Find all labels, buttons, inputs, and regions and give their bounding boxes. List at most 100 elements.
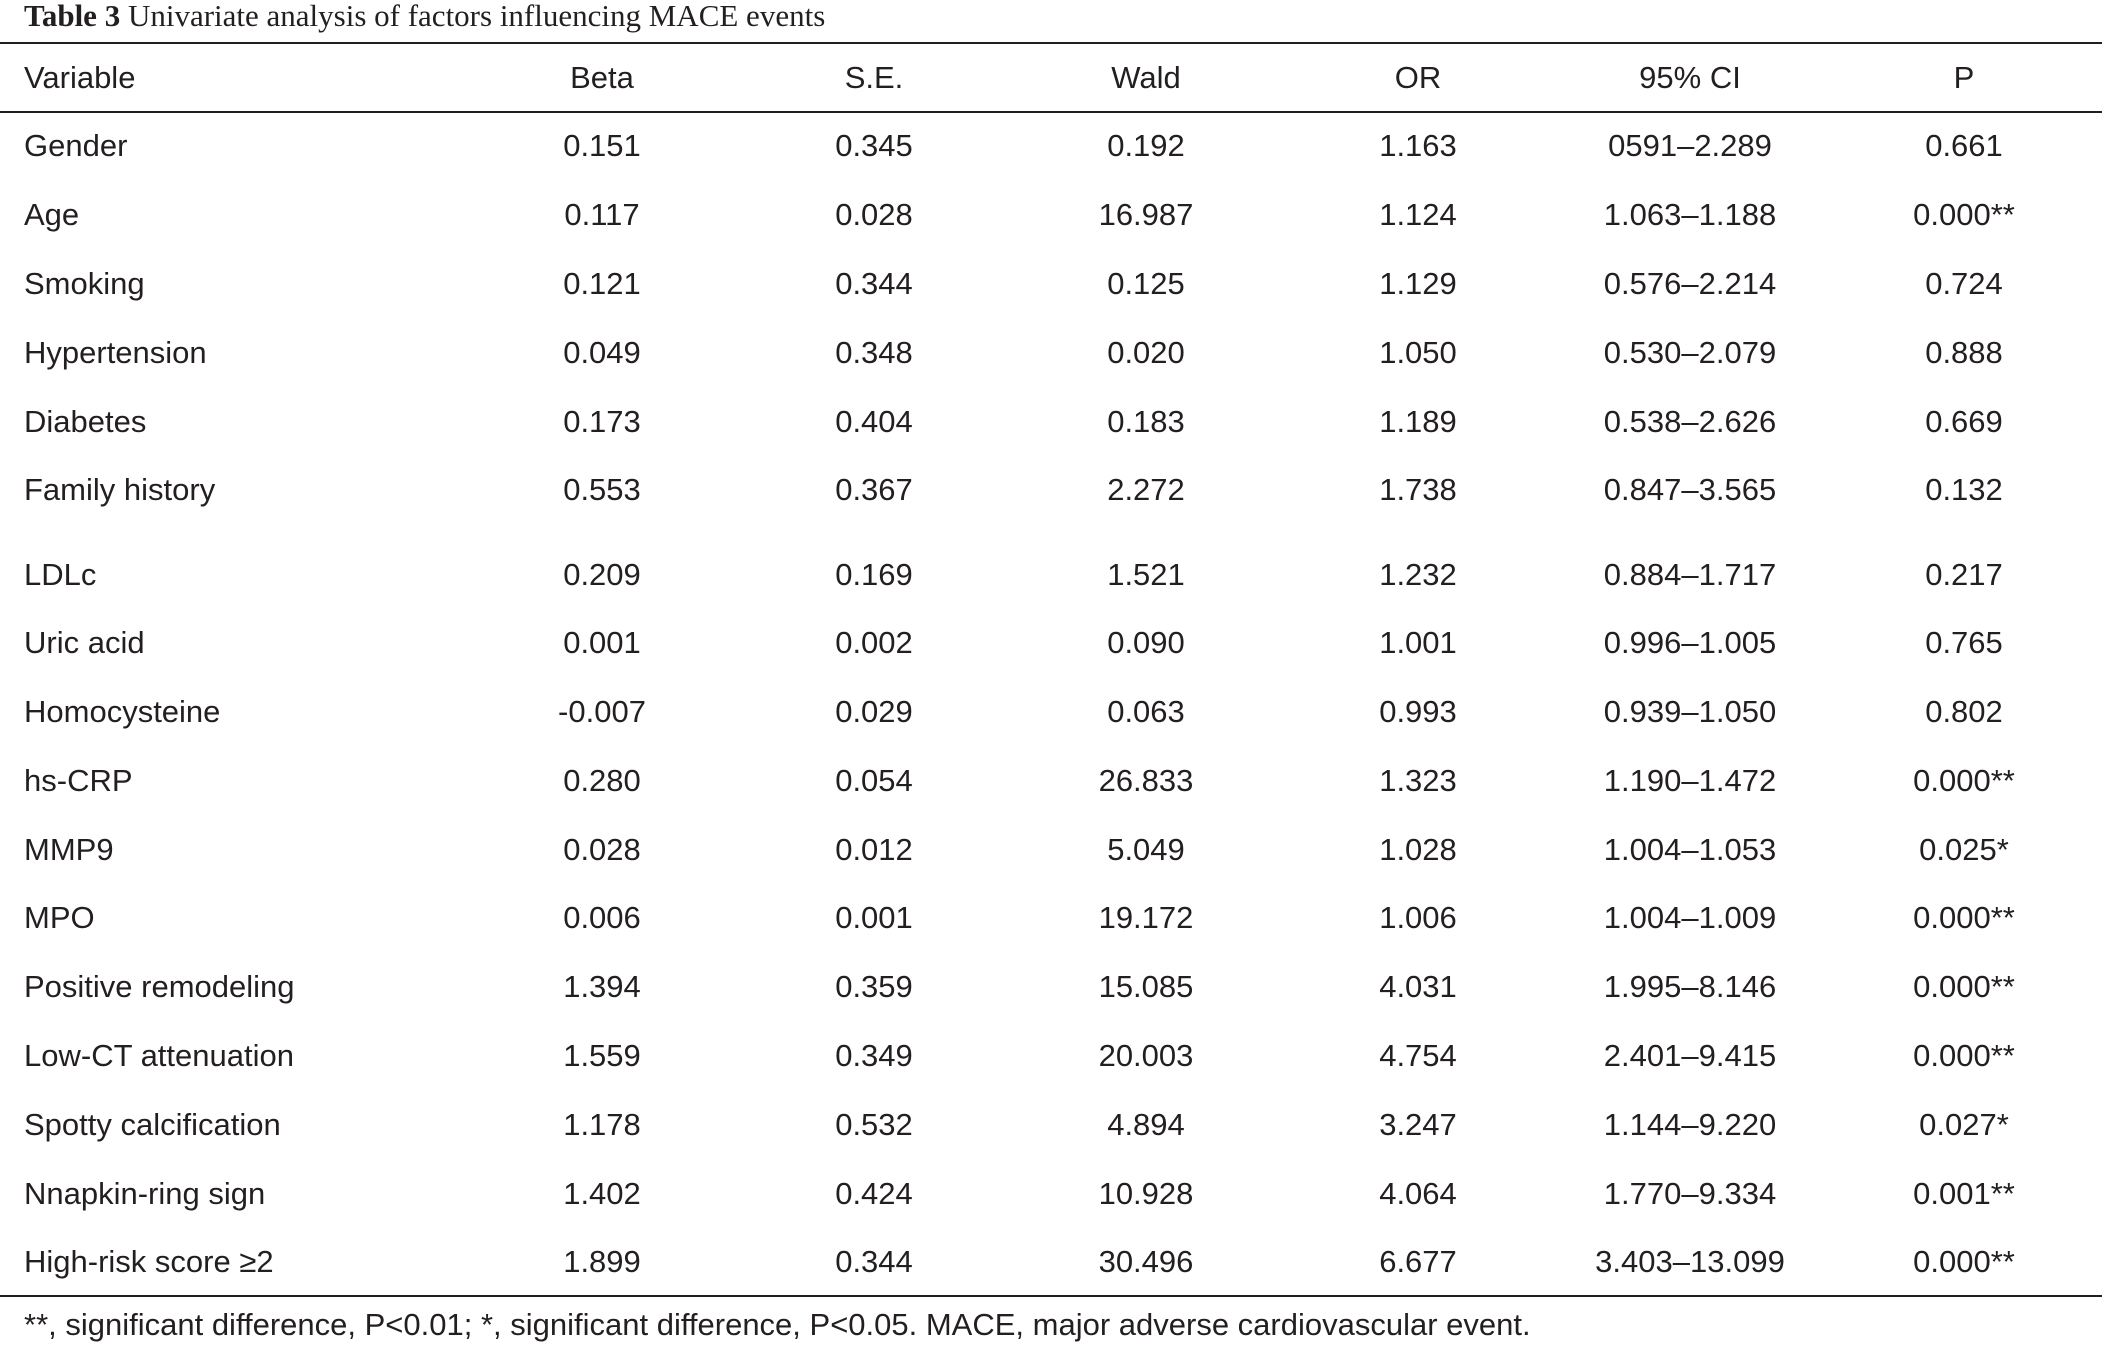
table-bottom-rule bbox=[0, 1295, 2102, 1297]
header-cell-variable: Variable bbox=[24, 60, 136, 95]
cell-wald: 10.928 bbox=[1098, 1175, 1194, 1211]
header-row: Variable Beta S.E. Wald OR 95% CI P bbox=[0, 44, 2102, 112]
cell-p: 0.661 bbox=[1925, 128, 2003, 164]
cell-variable: MMP9 bbox=[24, 831, 114, 867]
cell-or: 1.738 bbox=[1379, 472, 1457, 508]
cell-or: 1.050 bbox=[1379, 334, 1457, 370]
table-top-rule bbox=[0, 42, 2102, 44]
cell-p: 0.669 bbox=[1925, 403, 2003, 439]
cell-variable: Age bbox=[24, 197, 80, 233]
cell-or: 3.247 bbox=[1379, 1106, 1457, 1142]
table-row: Diabetes 0.173 0.404 0.183 1.189 0.538–2.626 0… bbox=[0, 387, 2102, 456]
cell-se: 0.028 bbox=[835, 197, 913, 233]
cell-beta: -0.007 bbox=[558, 693, 646, 729]
table-row: Family history 0.553 0.367 2.272 1.738 0.847–… bbox=[0, 456, 2102, 525]
cell-wald: 2.272 bbox=[1107, 472, 1185, 508]
cell-p: 0.000** bbox=[1913, 900, 2015, 936]
cell-se: 0.345 bbox=[835, 128, 913, 164]
cell-se: 0.367 bbox=[835, 472, 913, 508]
cell-se: 0.029 bbox=[835, 693, 913, 729]
cell-wald: 30.496 bbox=[1098, 1244, 1194, 1280]
cell-beta: 1.899 bbox=[563, 1244, 641, 1280]
cell-ci: 1.004–1.009 bbox=[1603, 900, 1777, 936]
table-row: Hypertension 0.049 0.348 0.020 1.050 0.530–2.… bbox=[0, 318, 2102, 387]
cell-wald: 4.894 bbox=[1107, 1106, 1185, 1142]
cell-beta: 0.028 bbox=[563, 831, 641, 867]
cell-beta: 0.121 bbox=[563, 265, 641, 301]
table-row: Uric acid 0.001 0.002 0.090 1.001 0.996–1.005… bbox=[0, 609, 2102, 678]
cell-variable: Family history bbox=[24, 472, 216, 508]
cell-ci: 1.995–8.146 bbox=[1603, 969, 1777, 1005]
cell-se: 0.012 bbox=[835, 831, 913, 867]
cell-wald: 26.833 bbox=[1098, 762, 1194, 798]
cell-se: 0.169 bbox=[835, 556, 913, 592]
cell-ci: 0591–2.289 bbox=[1608, 128, 1772, 164]
cell-ci: 1.004–1.053 bbox=[1603, 831, 1777, 867]
cell-se: 0.349 bbox=[835, 1037, 913, 1073]
cell-wald: 0.063 bbox=[1107, 693, 1185, 729]
cell-se: 0.532 bbox=[835, 1106, 913, 1142]
cell-variable: Homocysteine bbox=[24, 693, 221, 729]
cell-p: 0.724 bbox=[1925, 265, 2003, 301]
cell-ci: 0.847–3.565 bbox=[1603, 472, 1777, 508]
cell-variable: Spotty calcification bbox=[24, 1106, 281, 1142]
cell-or: 1.001 bbox=[1379, 625, 1457, 661]
cell-or: 1.323 bbox=[1379, 762, 1457, 798]
cell-beta: 0.280 bbox=[563, 762, 641, 798]
cell-p: 0.001** bbox=[1913, 1175, 2015, 1211]
cell-or: 6.677 bbox=[1379, 1244, 1457, 1280]
cell-ci: 2.401–9.415 bbox=[1603, 1037, 1777, 1073]
cell-or: 1.006 bbox=[1379, 900, 1457, 936]
cell-beta: 0.173 bbox=[563, 403, 641, 439]
cell-se: 0.001 bbox=[835, 900, 913, 936]
cell-se: 0.344 bbox=[835, 1244, 913, 1280]
cell-se: 0.054 bbox=[835, 762, 913, 798]
table-row: Spotty calcification 1.178 0.532 4.894 3.247… bbox=[0, 1090, 2102, 1159]
cell-variable: MPO bbox=[24, 900, 95, 936]
cell-ci: 0.939–1.050 bbox=[1603, 693, 1777, 729]
cell-wald: 5.049 bbox=[1107, 831, 1185, 867]
cell-variable: LDLc bbox=[24, 556, 97, 592]
cell-or: 1.232 bbox=[1379, 556, 1457, 592]
cell-p: 0.765 bbox=[1925, 625, 2003, 661]
cell-beta: 0.117 bbox=[564, 197, 640, 233]
cell-or: 4.031 bbox=[1379, 969, 1457, 1005]
table-body: Gender 0.151 0.345 0.192 1.163 0591–2.289 0.66… bbox=[0, 112, 2102, 1297]
table-row: LDLc 0.209 0.169 1.521 1.232 0.884–1.717 0.217 bbox=[0, 525, 2102, 609]
header-cell-p: P bbox=[1953, 60, 1975, 95]
cell-p: 0.025* bbox=[1919, 831, 2009, 867]
cell-se: 0.344 bbox=[835, 265, 913, 301]
cell-variable: Nnapkin-ring sign bbox=[24, 1175, 266, 1211]
cell-variable: Low-CT attenuation bbox=[24, 1037, 294, 1073]
cell-wald: 20.003 bbox=[1098, 1037, 1194, 1073]
cell-p: 0.000** bbox=[1913, 762, 2015, 798]
cell-ci: 3.403–13.099 bbox=[1595, 1244, 1785, 1280]
cell-p: 0.000** bbox=[1913, 197, 2015, 233]
table-row: Positive remodeling 1.394 0.359 15.085 4.031… bbox=[0, 953, 2102, 1022]
cell-wald: 0.183 bbox=[1107, 403, 1185, 439]
cell-beta: 1.178 bbox=[563, 1106, 641, 1142]
header-cell-beta: Beta bbox=[570, 60, 634, 95]
cell-beta: 1.394 bbox=[563, 969, 641, 1005]
cell-beta: 0.049 bbox=[563, 334, 641, 370]
cell-or: 1.028 bbox=[1379, 831, 1457, 867]
cell-wald: 15.085 bbox=[1098, 969, 1194, 1005]
table-row: Smoking 0.121 0.344 0.125 1.129 0.576–2.214 0.… bbox=[0, 250, 2102, 319]
cell-wald: 0.125 bbox=[1107, 265, 1185, 301]
cell-variable: Smoking bbox=[24, 265, 145, 301]
cell-ci: 0.884–1.717 bbox=[1603, 556, 1777, 592]
cell-ci: 1.144–9.220 bbox=[1603, 1106, 1777, 1142]
cell-beta: 0.001 bbox=[563, 625, 641, 661]
results-table: Variable Beta S.E. Wald OR 95% CI P Gend… bbox=[0, 44, 2102, 1297]
cell-se: 0.002 bbox=[835, 625, 913, 661]
cell-wald: 0.020 bbox=[1107, 334, 1185, 370]
cell-p: 0.132 bbox=[1925, 472, 2003, 508]
cell-variable: High-risk score ≥2 bbox=[24, 1244, 274, 1280]
cell-or: 1.124 bbox=[1379, 197, 1457, 233]
cell-beta: 0.006 bbox=[563, 900, 641, 936]
cell-wald: 19.172 bbox=[1098, 900, 1194, 936]
cell-p: 0.802 bbox=[1925, 693, 2003, 729]
cell-beta: 0.553 bbox=[563, 472, 641, 508]
cell-p: 0.000** bbox=[1913, 969, 2015, 1005]
cell-se: 0.404 bbox=[835, 403, 913, 439]
